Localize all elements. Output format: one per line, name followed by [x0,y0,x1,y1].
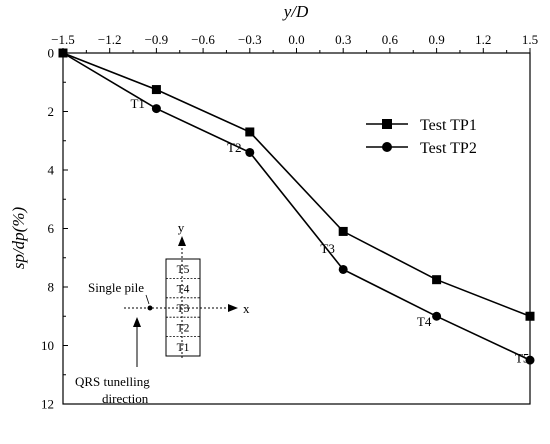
legend-label-tp1: Test TP1 [420,117,477,134]
stage-label-5: T5 [515,351,529,366]
x-axis-title: y/D [282,2,309,21]
legend-marker-tp2 [382,142,392,152]
data-point-tp1 [338,226,348,236]
series-line-tp2 [62,52,531,361]
y-axis-title: sp/dp(%) [9,207,28,270]
series-line-tp1 [62,52,531,318]
stage-label-3: T3 [320,241,334,256]
data-point-tp2 [338,264,348,274]
data-point-tp2 [58,48,68,58]
inset-x-arrow [228,304,238,312]
stage-label-1: T1 [130,96,144,111]
y-tick-label: 10 [41,338,54,353]
inset-pile-dot [147,305,153,311]
legend: Test TP1 Test TP2 [366,117,477,157]
stage-label-2: T2 [227,140,241,155]
x-tick-label: −1.2 [98,32,122,47]
x-tick-label: 0.0 [288,32,304,47]
inset-cell-label-1: T5 [177,264,190,276]
data-point-tp2 [245,147,255,157]
x-tick-label: 0.6 [382,32,399,47]
inset-y-label: y [178,220,185,235]
legend-marker-tp1 [382,119,392,129]
y-tick-label: 4 [48,163,55,178]
y-tick-label: 6 [48,221,55,236]
data-point-tp1 [432,275,442,285]
labels-layer: T1 T2 T3 T4 T5 [130,96,529,365]
y-tick-label: 2 [48,104,55,119]
inset-cell-label-5: T1 [177,342,190,354]
inset-pile-leader [145,294,150,305]
inset-pile-label: Single pile [88,280,144,295]
x-tick-label: −0.6 [191,32,215,47]
inset-direction-label-2: direction [102,391,149,406]
y-tick-label: 12 [41,397,54,412]
inset-direction-label-1: QRS tunelling [75,374,150,389]
inset-direction-arrowhead [133,317,141,327]
x-tick-label: −0.3 [238,32,262,47]
inset-x-label: x [243,301,250,316]
stage-label-4: T4 [417,314,432,329]
tunnel-inset: x y T5 T4 T3 T2 T1 Single pile QRS tunelling dire… [75,220,250,406]
data-point-tp1 [151,85,161,95]
inset-cell-label-2: T4 [177,284,190,296]
x-tick-label: 0.9 [428,32,444,47]
data-point-tp2 [525,355,535,365]
x-tick-label: −1.5 [51,32,75,47]
data-point-tp2 [151,104,161,114]
inset-cell-label-4: T2 [177,322,190,334]
x-tick-label: 1.2 [475,32,491,47]
x-tick-label: −0.9 [145,32,169,47]
x-tick-label: 0.3 [335,32,351,47]
data-point-tp1 [245,127,255,137]
y-tick-label: 8 [48,280,55,295]
series-layer [58,48,535,365]
data-point-tp2 [432,311,442,321]
data-point-tp1 [525,311,535,321]
y-tick-label: 0 [48,46,55,61]
legend-label-tp2: Test TP2 [420,140,477,157]
inset-cell-box [165,258,201,357]
axis-ticks: −1.5 −1.2 −0.9 −0.6 −0.3 0.0 0.3 0.6 0.9 1.2 1.5 0 2… [41,32,538,412]
inset-y-arrow [178,236,186,246]
inset-cell-label-3: T3 [177,303,190,315]
x-tick-label: 1.5 [522,32,538,47]
